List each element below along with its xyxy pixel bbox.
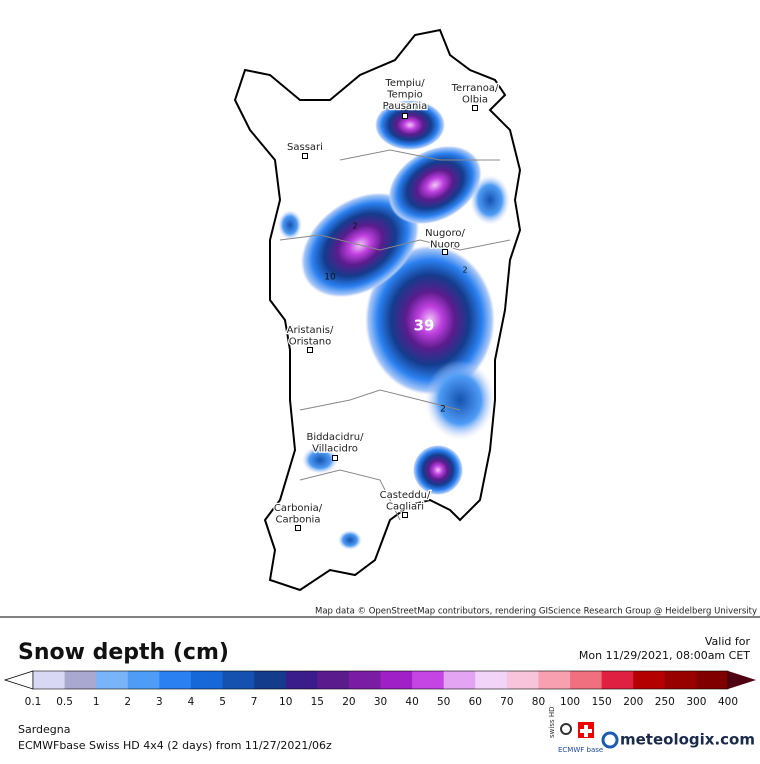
color-scale: 0.1 0.5 1 2 3 4 5 7 10 15 20 30 40 50 60 70 80 100 150 200 2… [3,670,756,708]
color-box [570,671,603,689]
city-name: Tempio [386,90,423,101]
legend-title: Snow depth (cm) [18,640,229,665]
scale-label: 7 [251,696,258,708]
scale-label: 400 [718,696,738,708]
scale-label: 5 [219,696,226,708]
logos: swiss HD ECMWF base meteologix.com [548,707,755,755]
scale-label: 1 [93,696,100,708]
city-name: Oristano [289,337,331,348]
scale-label: 40 [405,696,418,708]
city-name: Pausania [383,101,428,112]
city-name: Villacidro [312,444,358,455]
scale-label: 15 [311,696,324,708]
city-name: Carbonia/ [274,503,323,514]
map [233,28,522,592]
region: Sardegna [18,723,71,736]
city-name: Carbonia [276,515,321,526]
contour-label: 10 [324,273,336,283]
contour-label: 2 [440,405,446,415]
snow-field [300,100,495,495]
scale-label: 10 [279,696,292,708]
snow-field-light [278,175,510,550]
logo-ecmwf: ECMWF base [558,746,603,754]
city-name: Aristanis/ [287,325,334,336]
brand: meteologix.com [620,731,755,749]
city-name: Cagliari [386,502,424,513]
city-name: Biddacidru/ [307,432,365,443]
color-box [443,671,476,689]
color-box [222,671,255,689]
brand-icon [601,731,619,749]
scale-label: 30 [374,696,387,708]
color-box [285,671,318,689]
color-box [380,671,413,689]
color-box [254,671,287,689]
scale-label: 2 [124,696,131,708]
valid-label: Valid for [705,635,751,648]
under-arrow [3,670,34,690]
swiss-cross [580,725,592,737]
city-name: Olbia [462,95,488,106]
color-box [696,671,729,689]
city-marker [402,512,408,518]
province-borders [279,149,511,521]
city-name: Nuoro [430,240,460,251]
city-name: Terranoa/ [451,83,499,94]
logo-swiss: swiss HD [548,707,556,739]
color-box [412,671,445,689]
scale-label: 150 [592,696,612,708]
city-marker [295,525,301,531]
color-box [96,671,129,689]
scale-label: 60 [469,696,482,708]
attribution-bg [338,604,760,617]
city-marker [472,105,478,111]
attribution: Map data © OpenStreetMap contributors, r… [315,607,757,617]
city-marker [402,113,408,119]
contour-label: 2 [352,222,357,231]
color-box [664,671,697,689]
color-box [317,671,350,689]
scale-label: 300 [686,696,706,708]
scale-label: 80 [532,696,545,708]
logo-magnifier [560,723,572,735]
city-name: Nugoro/ [425,228,465,239]
scale-label: 70 [500,696,513,708]
color-box [506,671,539,689]
model-info: ECMWFbase Swiss HD 4x4 (2 days) from 11/… [18,739,332,752]
color-box [601,671,634,689]
scale-label: 4 [188,696,195,708]
color-box [33,671,66,689]
color-box [633,671,666,689]
scale-label: 0.1 [25,696,42,708]
color-box [127,671,160,689]
scale-label: 20 [342,696,355,708]
scale-label: 3 [156,696,163,708]
city-name: Casteddu/ [380,490,431,501]
color-box [64,671,97,689]
color-box [159,671,192,689]
city-marker [442,249,448,255]
color-box [190,671,224,689]
scale-frame [32,670,729,690]
contour-label: 39 [414,317,435,335]
valid-time: Mon 11/29/2021, 08:00am CET [579,649,750,662]
contour-label: 2 [462,266,467,275]
scale-label: 250 [655,696,675,708]
scale-label: 50 [437,696,450,708]
over-arrow [728,671,756,689]
city-marker [307,347,313,353]
scale-label: 100 [560,696,580,708]
color-box [475,671,508,689]
city-name: Sassari [287,142,323,153]
scale-label: 0.5 [56,696,73,708]
color-box [348,671,381,689]
city-marker [332,455,338,461]
city-name: Tempiu/ [384,78,425,89]
color-box [538,671,571,689]
scale-label: 200 [623,696,643,708]
city-marker [302,153,308,159]
